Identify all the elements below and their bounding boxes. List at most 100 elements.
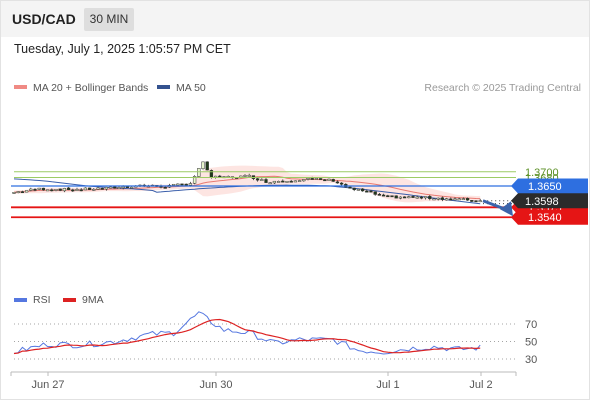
candle-body — [386, 195, 390, 198]
bollinger-band — [14, 165, 481, 203]
candle-body — [432, 198, 436, 201]
rsi-panel: 70 50 30 — [13, 311, 537, 366]
candle-body — [444, 198, 449, 201]
rsi-ma-line — [13, 318, 481, 355]
candle-body — [16, 191, 20, 193]
candle-body — [113, 186, 117, 189]
candle-body — [440, 197, 445, 200]
candle-body — [419, 196, 424, 199]
candle-body — [297, 180, 302, 182]
resistance-label: 1.3700 — [525, 167, 559, 179]
candle-body — [306, 177, 310, 180]
candle-body — [436, 197, 440, 200]
datetime-label: Tuesday, July 1, 2025 1:05:57 PM CET — [14, 42, 231, 56]
candle-body — [58, 188, 62, 191]
candle-body — [423, 196, 428, 199]
candle-body — [50, 189, 54, 192]
candle-body — [83, 187, 88, 191]
candle-body — [411, 196, 415, 198]
candle-body — [465, 198, 470, 201]
candle-body — [453, 198, 457, 201]
candle-body — [125, 186, 130, 188]
candle-body — [474, 200, 478, 203]
candle-body — [407, 196, 411, 199]
candle-body — [457, 198, 461, 201]
candle-body — [75, 189, 79, 191]
candle-body — [314, 178, 319, 180]
candle-body — [356, 188, 361, 191]
candle-body — [470, 200, 474, 202]
candle-body — [390, 195, 394, 198]
ma50-legend-swatch — [157, 85, 170, 89]
candle-body — [87, 187, 92, 190]
candle-body — [180, 183, 184, 186]
pivot-label: 1.3650 — [528, 181, 562, 193]
candle-body — [461, 198, 466, 201]
candle-body — [205, 161, 209, 171]
rsi-level-label: 30 — [525, 354, 537, 366]
candle-body — [54, 189, 58, 191]
candle-body — [29, 188, 33, 191]
candle-body — [62, 188, 67, 192]
candle-body — [327, 178, 331, 181]
candle-body — [260, 179, 264, 181]
rsi-level-label: 50 — [525, 337, 537, 349]
candle-body — [79, 189, 83, 192]
candle-body — [108, 186, 113, 189]
current-price-box — [511, 193, 588, 209]
ma20-legend-swatch — [14, 85, 27, 89]
candle-body — [302, 179, 306, 182]
candle-body — [171, 183, 176, 186]
candle-body — [41, 187, 46, 191]
candle-body — [20, 191, 25, 194]
x-axis: Jun 27 Jun 30 Jul 1 Jul 2 — [10, 371, 517, 391]
candle-body — [37, 187, 41, 190]
candle-body — [398, 196, 403, 199]
candle-body — [268, 182, 272, 185]
candle-body — [331, 179, 335, 182]
candle-body — [394, 195, 398, 199]
candle-body — [293, 180, 298, 183]
candle-body — [369, 190, 373, 193]
candle-body — [377, 193, 382, 196]
rsi-line — [13, 311, 481, 355]
rsi-ma-legend-swatch — [63, 298, 76, 302]
candle-body — [96, 187, 100, 190]
ma20-legend-label: MA 20 + Bollinger Bands — [33, 82, 148, 94]
candle-body — [310, 178, 314, 180]
x-tick-label: Jul 2 — [469, 379, 492, 391]
candle-body — [272, 180, 277, 184]
x-tick-label: Jul 1 — [376, 379, 399, 391]
candle-body — [197, 168, 201, 177]
candle-body — [188, 183, 193, 186]
candle-body — [24, 190, 29, 193]
rsi-legend-swatch — [14, 298, 27, 302]
candle-body — [117, 187, 121, 189]
candle-body — [276, 181, 281, 183]
candle-body — [428, 196, 432, 199]
x-tick-label: Jun 27 — [31, 379, 64, 391]
candle-body — [449, 198, 453, 201]
candle-body — [184, 183, 188, 186]
candle-body — [373, 191, 377, 195]
support-label: 1.3540 — [528, 212, 562, 224]
candle-body — [71, 189, 75, 192]
current-price-label: 1.3598 — [525, 196, 559, 208]
support-label-box — [511, 209, 588, 225]
candle-body — [360, 188, 365, 192]
candle-body — [247, 174, 251, 177]
candle-body — [415, 196, 419, 199]
candle-body — [12, 192, 16, 194]
ma50-legend-label: MA 50 — [176, 82, 206, 94]
candle-body — [176, 183, 180, 186]
candle-body — [201, 161, 205, 170]
research-credit: Research © 2025 Trading Central — [424, 82, 581, 94]
candle-body — [100, 188, 104, 190]
candle-body — [335, 181, 340, 184]
candle-body — [121, 186, 125, 189]
symbol-label: USD/CAD — [12, 11, 76, 27]
timeframe-badge[interactable]: 30 MIN — [84, 8, 134, 31]
x-tick-label: Jun 30 — [199, 379, 232, 391]
price-panel — [12, 161, 482, 205]
